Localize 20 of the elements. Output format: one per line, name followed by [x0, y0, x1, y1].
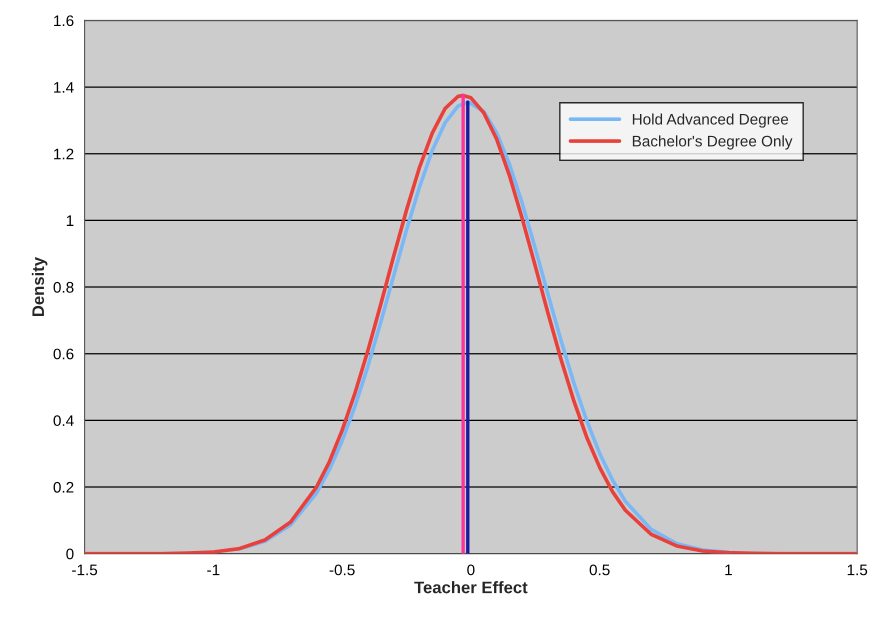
x-axis-title: Teacher Effect — [414, 581, 528, 594]
legend-label: Hold Advanced Degree — [632, 113, 788, 128]
y-tick-label: 1.6 — [54, 15, 74, 26]
y-tick-label: 1.2 — [54, 148, 74, 160]
y-tick-label: 1.4 — [54, 82, 74, 93]
y-tick-label: 0.4 — [54, 415, 74, 426]
x-tick-label: -1.5 — [72, 564, 98, 576]
y-tick-label: 0.6 — [54, 348, 74, 360]
x-tick-label: -1 — [207, 564, 220, 576]
y-axis-title: Density — [32, 257, 48, 316]
x-tick-label: 1 — [725, 564, 732, 576]
y-tick-label: 0.2 — [54, 482, 74, 493]
x-tick-label: -0.5 — [330, 564, 355, 576]
x-tick-label: 0.5 — [590, 564, 610, 576]
y-tick-label: 0.8 — [54, 282, 74, 293]
x-tick-label: 1.5 — [848, 564, 868, 576]
y-tick-label: 1 — [66, 215, 74, 226]
legend-label: Bachelor's Degree Only — [632, 135, 792, 150]
x-tick-label: 0 — [467, 564, 475, 576]
y-tick-label: 0 — [66, 548, 74, 560]
